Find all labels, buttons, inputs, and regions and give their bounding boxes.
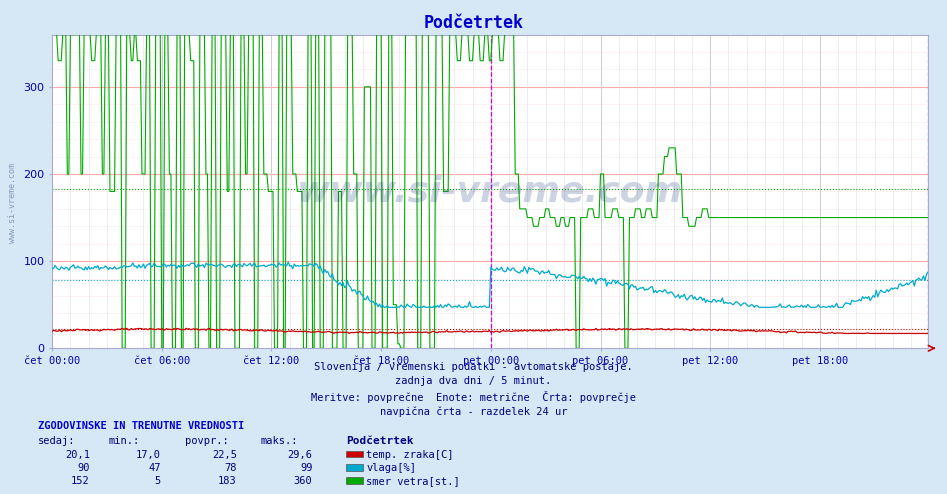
Text: 360: 360 (294, 476, 313, 486)
Text: 29,6: 29,6 (288, 450, 313, 459)
Text: 152: 152 (71, 476, 90, 486)
Text: sedaj:: sedaj: (38, 436, 76, 446)
Text: Meritve: povprečne  Enote: metrične  Črta: povprečje: Meritve: povprečne Enote: metrične Črta:… (311, 391, 636, 403)
Text: 99: 99 (300, 463, 313, 473)
Text: povpr.:: povpr.: (185, 436, 228, 446)
Text: 90: 90 (78, 463, 90, 473)
Text: 5: 5 (154, 476, 161, 486)
Text: 78: 78 (224, 463, 237, 473)
Text: 17,0: 17,0 (136, 450, 161, 459)
Text: 183: 183 (218, 476, 237, 486)
Text: 20,1: 20,1 (65, 450, 90, 459)
Text: 47: 47 (149, 463, 161, 473)
Text: Podčetrtek: Podčetrtek (423, 14, 524, 32)
Text: Podčetrtek: Podčetrtek (346, 436, 413, 446)
Text: zadnja dva dni / 5 minut.: zadnja dva dni / 5 minut. (396, 376, 551, 386)
Text: maks.:: maks.: (260, 436, 298, 446)
Text: www.si-vreme.com: www.si-vreme.com (297, 174, 683, 208)
Text: ZGODOVINSKE IN TRENUTNE VREDNOSTI: ZGODOVINSKE IN TRENUTNE VREDNOSTI (38, 421, 244, 431)
Text: www.si-vreme.com: www.si-vreme.com (8, 163, 17, 243)
Text: navpična črta - razdelek 24 ur: navpična črta - razdelek 24 ur (380, 406, 567, 416)
Text: temp. zraka[C]: temp. zraka[C] (366, 450, 454, 459)
Text: 22,5: 22,5 (212, 450, 237, 459)
Text: Slovenija / vremenski podatki - avtomatske postaje.: Slovenija / vremenski podatki - avtomats… (314, 362, 633, 371)
Text: vlaga[%]: vlaga[%] (366, 463, 417, 473)
Text: min.:: min.: (109, 436, 140, 446)
Text: smer vetra[st.]: smer vetra[st.] (366, 476, 460, 486)
